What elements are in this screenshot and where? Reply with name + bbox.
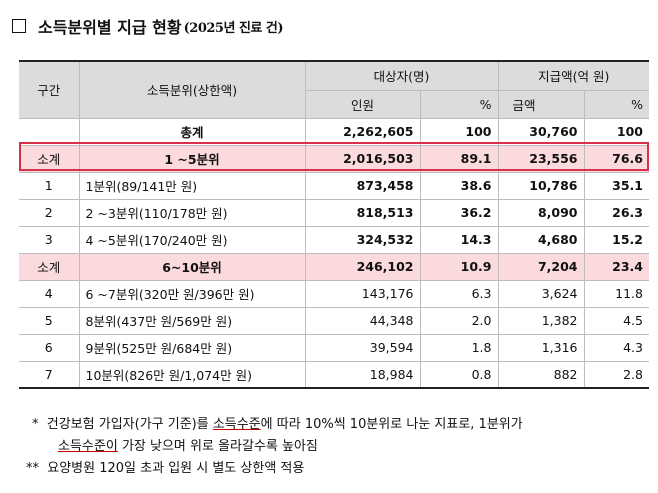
row-section: 2 <box>19 198 80 227</box>
row-pct2: 26.3 <box>583 198 649 227</box>
row-section: 5 <box>19 306 80 335</box>
table-row: 1 1분위(89/141만 원) 873,458 38.6 10,786 35.… <box>19 171 649 200</box>
row-pct2: 2.8 <box>583 360 649 389</box>
row-amount: 23,556 <box>497 144 585 173</box>
header-persons: 인원 <box>305 89 421 119</box>
footnote-text: 가장 낮으며 위로 올라갈수록 높아짐 <box>117 439 318 454</box>
row-pct2: 76.6 <box>583 144 649 173</box>
title-main: 소득분위별 지급 현황 <box>38 18 182 37</box>
row-section: 소계 <box>19 144 80 173</box>
header-recipients: 대상자(명) <box>304 60 499 91</box>
row-amount: 8,090 <box>497 198 585 227</box>
income-decile-table: 구간 소득분위(상한액) 대상자(명) 지급액(억 원) 인원 % 금액 % 총… <box>19 60 649 389</box>
footnote-marker: * <box>32 417 39 432</box>
row-persons: 324,532 <box>304 225 421 254</box>
row-pct: 0.8 <box>419 360 499 389</box>
row-amount: 10,786 <box>497 171 585 200</box>
row-persons: 2,016,503 <box>304 144 421 173</box>
row-pct: 89.1 <box>419 144 499 173</box>
footnote-text: 건강보험 가입자(가구 기준)를 <box>46 417 213 432</box>
row-decile: 2 ~3분위(110/178만 원) <box>78 198 306 227</box>
row-persons: 873,458 <box>304 171 421 200</box>
row-pct: 14.3 <box>419 225 499 254</box>
row-persons: 18,984 <box>304 360 421 389</box>
row-section: 4 <box>19 279 80 308</box>
row-amount: 882 <box>497 360 585 389</box>
row-persons: 39,594 <box>304 333 421 362</box>
header-decile: 소득분위(상한액) <box>78 60 306 119</box>
row-amount: 3,624 <box>497 279 585 308</box>
table-row: 5 8분위(437만 원/569만 원) 44,348 2.0 1,382 4.… <box>19 306 649 335</box>
row-decile: 4 ~5분위(170/240만 원) <box>78 225 306 254</box>
row-pct: 1.8 <box>419 333 499 362</box>
row-persons: 44,348 <box>304 306 421 335</box>
total-pct2: 100 <box>583 117 649 146</box>
header-section: 구간 <box>19 60 80 119</box>
footnote-underlined: 소득수준 <box>212 417 261 432</box>
row-pct: 10.9 <box>419 252 499 281</box>
row-pct2: 35.1 <box>583 171 649 200</box>
row-amount: 4,680 <box>497 225 585 254</box>
footnote-1: * 건강보험 가입자(가구 기준)를 소득수준에 따라 10%씩 10분위로 나… <box>32 414 523 436</box>
title-sub: (2025년 진료 건) <box>183 20 284 36</box>
footnote-underlined: 소득수준이 <box>58 439 118 454</box>
total-amount: 30,760 <box>497 117 585 146</box>
footnote-2: ** 요양병원 120일 초과 입원 시 별도 상한액 적용 <box>26 458 523 480</box>
table-row: 7 10분위(826만 원/1,074만 원) 18,984 0.8 882 2… <box>19 360 649 389</box>
row-pct: 36.2 <box>419 198 499 227</box>
row-amount: 1,382 <box>497 306 585 335</box>
row-decile: 1 ~5분위 <box>78 144 306 173</box>
footnote-1-line2: 소득수준이 가장 낮으며 위로 올라갈수록 높아짐 <box>32 436 523 458</box>
total-section <box>19 117 80 146</box>
header-payment: 지급액(억 원) <box>497 60 649 91</box>
row-persons: 818,513 <box>304 198 421 227</box>
footnote-text: 요양병원 120일 초과 입원 시 별도 상한액 적용 <box>47 461 305 476</box>
row-section: 7 <box>19 360 80 389</box>
total-persons: 2,262,605 <box>304 117 421 146</box>
row-persons: 246,102 <box>304 252 421 281</box>
row-pct2: 11.8 <box>583 279 649 308</box>
page-title: 소득분위별 지급 현황 (2025년 진료 건) <box>12 14 284 38</box>
table-row: 4 6 ~7분위(320만 원/396만 원) 143,176 6.3 3,62… <box>19 279 649 308</box>
row-pct2: 15.2 <box>583 225 649 254</box>
row-decile: 1분위(89/141만 원) <box>78 171 306 200</box>
subtotal-row-6-10: 소계 6~10분위 246,102 10.9 7,204 23.4 <box>19 252 649 281</box>
total-pct: 100 <box>419 117 499 146</box>
row-pct2: 4.5 <box>583 306 649 335</box>
row-pct: 6.3 <box>419 279 499 308</box>
row-section: 소계 <box>19 252 80 281</box>
square-bullet-icon <box>12 19 26 33</box>
header-amount: 금액 <box>497 89 585 119</box>
row-pct: 38.6 <box>419 171 499 200</box>
table-row: 6 9분위(525만 원/684만 원) 39,594 1.8 1,316 4.… <box>19 333 649 362</box>
footnotes: * 건강보험 가입자(가구 기준)를 소득수준에 따라 10%씩 10분위로 나… <box>26 414 523 480</box>
table-row: 2 2 ~3분위(110/178만 원) 818,513 36.2 8,090 … <box>19 198 649 227</box>
footnote-text: 에 따라 10%씩 10분위로 나눈 지표로, 1분위가 <box>260 417 523 432</box>
row-section: 6 <box>19 333 80 362</box>
row-decile: 9분위(525만 원/684만 원) <box>78 333 306 362</box>
row-decile: 6~10분위 <box>78 252 306 281</box>
row-pct2: 23.4 <box>583 252 649 281</box>
row-decile: 6 ~7분위(320만 원/396만 원) <box>78 279 306 308</box>
row-amount: 1,316 <box>497 333 585 362</box>
header-pct: % <box>419 89 499 119</box>
row-pct2: 4.3 <box>583 333 649 362</box>
row-amount: 7,204 <box>497 252 585 281</box>
row-persons: 143,176 <box>304 279 421 308</box>
total-label: 총계 <box>78 117 306 146</box>
subtotal-row-1-5: 소계 1 ~5분위 2,016,503 89.1 23,556 76.6 <box>19 144 649 173</box>
header-pct2: % <box>583 89 649 119</box>
row-section: 1 <box>19 171 80 200</box>
row-pct: 2.0 <box>419 306 499 335</box>
row-section: 3 <box>19 225 80 254</box>
footnote-marker: ** <box>26 461 39 476</box>
row-decile: 8분위(437만 원/569만 원) <box>78 306 306 335</box>
total-row: 총계 2,262,605 100 30,760 100 <box>19 117 649 146</box>
table-row: 3 4 ~5분위(170/240만 원) 324,532 14.3 4,680 … <box>19 225 649 254</box>
row-decile: 10분위(826만 원/1,074만 원) <box>78 360 306 389</box>
